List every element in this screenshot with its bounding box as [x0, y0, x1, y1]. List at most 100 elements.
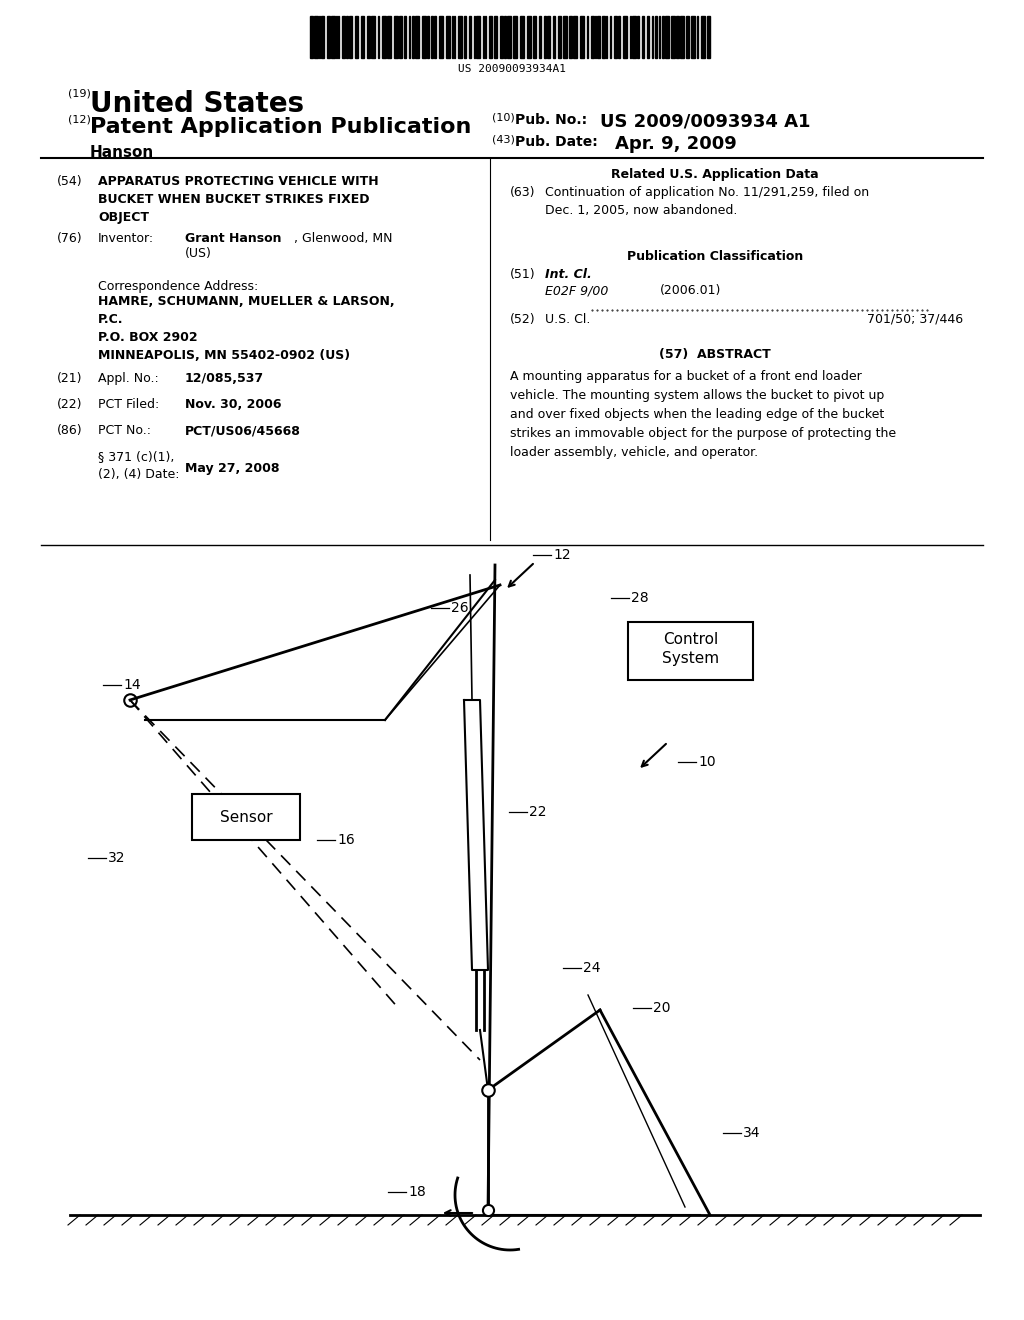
Text: (22): (22) [57, 399, 83, 411]
Text: Nov. 30, 2006: Nov. 30, 2006 [185, 399, 282, 411]
Bar [349, 16, 352, 58]
Text: Publication Classification: Publication Classification [627, 249, 803, 263]
Bar [507, 16, 511, 58]
Text: 18: 18 [408, 1185, 426, 1199]
Text: (51): (51) [510, 268, 536, 281]
Bar [446, 16, 450, 58]
Text: United States: United States [90, 90, 304, 117]
Bar [342, 16, 345, 58]
Bar [671, 16, 675, 58]
Bar [371, 16, 375, 58]
Bar [602, 16, 605, 58]
Bar [422, 16, 426, 58]
Bar [399, 16, 402, 58]
Text: 14: 14 [123, 678, 140, 692]
Text: 16: 16 [337, 833, 354, 847]
Text: E02F 9/00: E02F 9/00 [545, 284, 608, 297]
Text: (19): (19) [68, 88, 91, 98]
Text: 22: 22 [529, 805, 547, 818]
Text: (21): (21) [57, 372, 83, 385]
Text: Inventor:: Inventor: [98, 232, 155, 246]
Bar [361, 16, 364, 58]
Text: Pub. Date:: Pub. Date: [515, 135, 598, 149]
Text: 12/085,537: 12/085,537 [185, 372, 264, 385]
Text: 20: 20 [653, 1001, 671, 1015]
Text: Patent Application Publication: Patent Application Publication [90, 117, 471, 137]
Bar [553, 16, 555, 58]
Text: PCT Filed:: PCT Filed: [98, 399, 160, 411]
Bar [632, 16, 636, 58]
Text: § 371 (c)(1),
(2), (4) Date:: § 371 (c)(1), (2), (4) Date: [98, 450, 179, 480]
Bar [647, 16, 649, 58]
Bar [327, 16, 330, 58]
Text: APPARATUS PROTECTING VEHICLE WITH
BUCKET WHEN BUCKET STRIKES FIXED
OBJECT: APPARATUS PROTECTING VEHICLE WITH BUCKET… [98, 176, 379, 224]
Bar [558, 16, 561, 58]
Bar [580, 16, 584, 58]
Bar [331, 16, 335, 58]
Bar [415, 16, 419, 58]
Bar [431, 16, 433, 58]
Bar [534, 16, 536, 58]
Text: Appl. No.:: Appl. No.: [98, 372, 159, 385]
Bar [655, 16, 657, 58]
Bar [628, 622, 753, 680]
Text: U.S. Cl.: U.S. Cl. [545, 313, 591, 326]
Text: (12): (12) [68, 115, 91, 125]
Bar [464, 16, 466, 58]
Text: (86): (86) [57, 424, 83, 437]
Bar [527, 16, 531, 58]
Text: 30: 30 [675, 623, 692, 638]
Bar [504, 16, 506, 58]
Text: Grant Hanson: Grant Hanson [185, 232, 282, 246]
Text: (57)  ABSTRACT: (57) ABSTRACT [659, 348, 771, 360]
Bar [623, 16, 627, 58]
Text: 26: 26 [451, 601, 469, 615]
Text: PCT/US06/45668: PCT/US06/45668 [185, 424, 301, 437]
Text: Sensor: Sensor [220, 809, 272, 825]
Text: Int. Cl.: Int. Cl. [545, 268, 592, 281]
Bar [489, 16, 492, 58]
Text: (52): (52) [510, 313, 536, 326]
Text: 12: 12 [553, 548, 570, 562]
Bar [520, 16, 524, 58]
Text: Correspondence Address:: Correspondence Address: [98, 280, 258, 293]
Text: 32: 32 [108, 851, 126, 865]
Polygon shape [464, 700, 488, 970]
Bar [355, 16, 358, 58]
Bar [573, 16, 577, 58]
Bar [662, 16, 664, 58]
Bar [427, 16, 429, 58]
Text: (76): (76) [57, 232, 83, 246]
Bar [404, 16, 406, 58]
Text: Hanson: Hanson [90, 145, 155, 160]
Bar [563, 16, 567, 58]
Text: Control
System: Control System [662, 632, 719, 667]
Bar [691, 16, 695, 58]
Bar [539, 16, 541, 58]
Bar [476, 16, 480, 58]
Bar [665, 16, 669, 58]
Text: US 2009/0093934 A1: US 2009/0093934 A1 [600, 114, 811, 131]
Text: 10: 10 [698, 755, 716, 770]
Bar [597, 16, 600, 58]
Bar [321, 16, 324, 58]
Bar [394, 16, 398, 58]
Text: (10): (10) [492, 114, 515, 123]
Text: US 20090093934A1: US 20090093934A1 [458, 63, 566, 74]
Bar [591, 16, 594, 58]
Bar [618, 16, 620, 58]
Text: (54): (54) [57, 176, 83, 187]
Bar [346, 16, 348, 58]
Bar [686, 16, 689, 58]
Bar [637, 16, 639, 58]
Bar [367, 16, 370, 58]
Bar [614, 16, 617, 58]
Text: Continuation of application No. 11/291,259, filed on
Dec. 1, 2005, now abandoned: Continuation of application No. 11/291,2… [545, 186, 869, 216]
Text: PCT No.:: PCT No.: [98, 424, 151, 437]
Bar [387, 16, 391, 58]
Text: HAMRE, SCHUMANN, MUELLER & LARSON,
P.C.
P.O. BOX 2902
MINNEAPOLIS, MN 55402-0902: HAMRE, SCHUMANN, MUELLER & LARSON, P.C. … [98, 294, 394, 362]
Text: May 27, 2008: May 27, 2008 [185, 462, 280, 475]
Bar [434, 16, 436, 58]
Text: 24: 24 [583, 961, 600, 975]
Bar [707, 16, 710, 58]
